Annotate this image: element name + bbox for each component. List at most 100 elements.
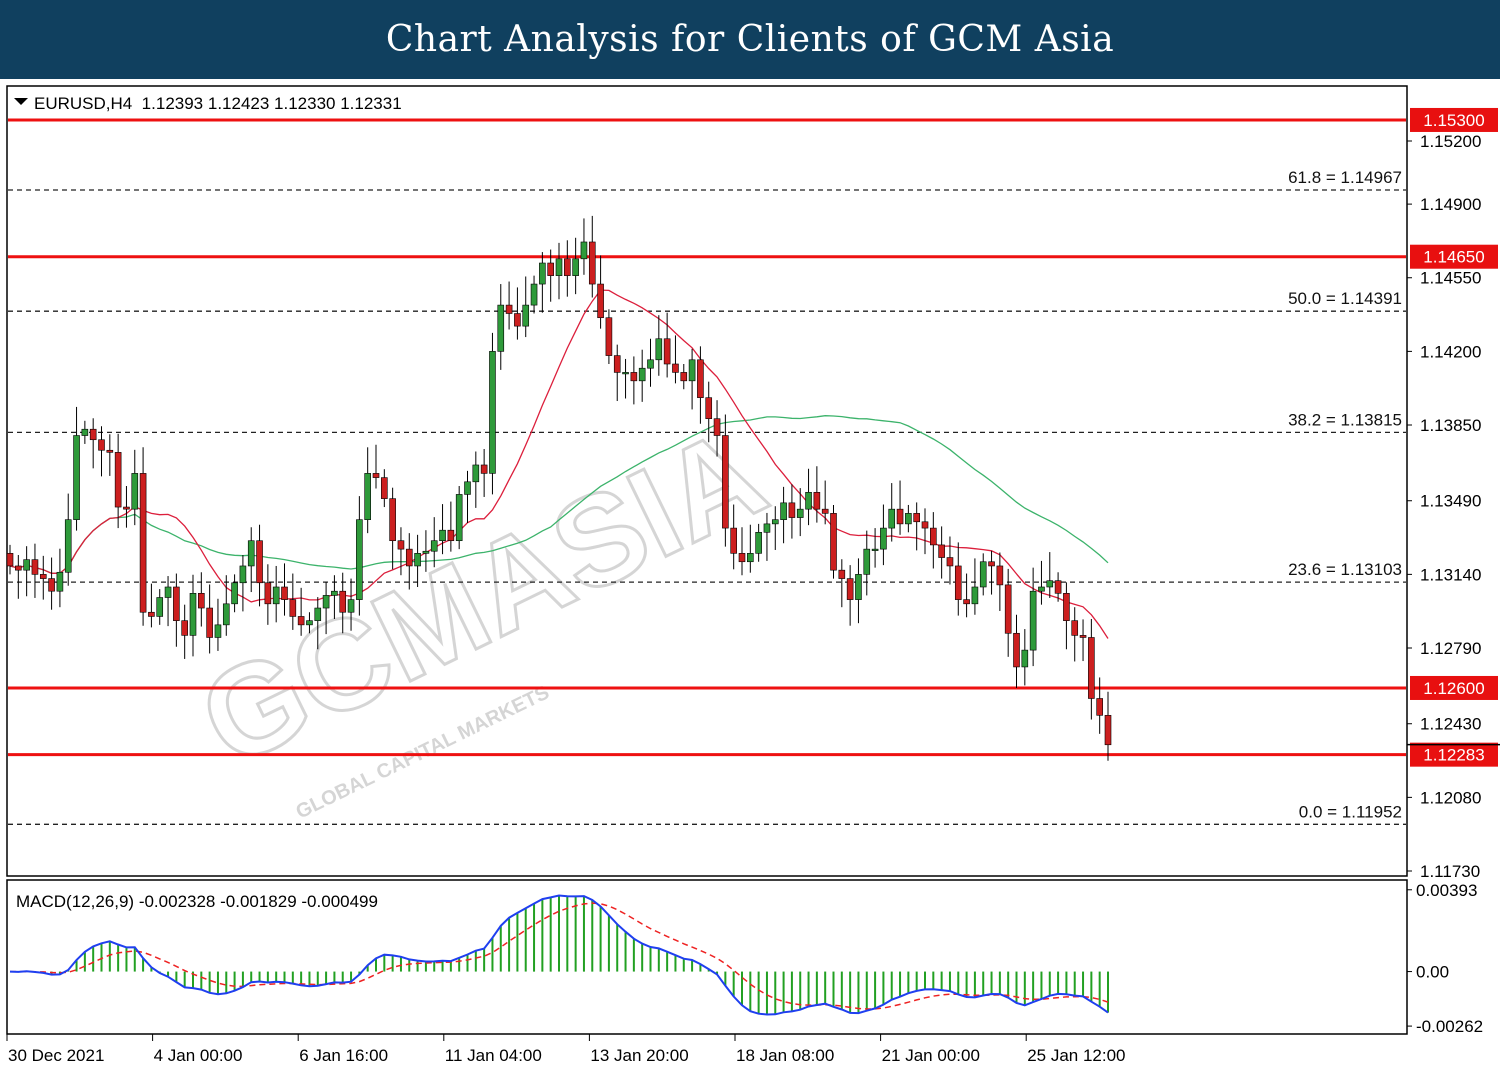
candle-body[interactable] [247,540,255,567]
candle-body[interactable] [1046,580,1054,588]
candle-body[interactable] [688,359,696,382]
candle-body[interactable] [39,574,47,579]
candle-body[interactable] [605,317,613,356]
candle-body[interactable] [830,513,837,571]
candle-body[interactable] [763,523,771,533]
candle-body[interactable] [564,258,571,276]
candle-body[interactable] [1013,632,1020,668]
candle-body[interactable] [613,355,621,373]
candle-body[interactable] [89,428,97,441]
candle-body[interactable] [996,565,1004,586]
candle-body[interactable] [1021,649,1029,668]
candle-body[interactable] [181,620,188,636]
candle-body[interactable] [713,418,721,436]
candle-body[interactable] [480,464,488,474]
candle-body[interactable] [871,548,879,551]
candle-body[interactable] [347,599,355,613]
candle-body[interactable] [896,508,904,525]
candle-body[interactable] [938,544,945,558]
candle-body[interactable] [15,565,22,571]
candle-body[interactable] [331,590,338,596]
candle-body[interactable] [730,527,737,554]
macd-panel[interactable] [6,879,1408,1035]
candle-body[interactable] [31,559,39,575]
candle-body[interactable] [963,599,970,605]
candle-body[interactable] [256,540,263,584]
candle-body[interactable] [289,599,297,617]
candle-body[interactable] [1079,635,1087,638]
candle-body[interactable] [647,359,654,369]
candle-body[interactable] [497,304,505,352]
candle-body[interactable] [131,473,139,510]
candle-body[interactable] [722,435,729,529]
candle-body[interactable] [1038,586,1045,592]
candle-body[interactable] [522,304,530,327]
candle-body[interactable] [755,531,762,554]
candle-body[interactable] [339,590,347,613]
candle-body[interactable] [747,553,754,563]
candle-body[interactable] [297,616,305,626]
candle-body[interactable] [572,258,579,276]
candle-body[interactable] [414,553,421,567]
candle-body[interactable] [389,498,396,542]
candle-body[interactable] [771,519,779,525]
candle-body[interactable] [930,527,937,546]
candle-body[interactable] [680,372,688,382]
candle-body[interactable] [164,586,172,598]
candle-body[interactable] [580,241,588,260]
candle-body[interactable] [805,492,812,510]
candle-body[interactable] [630,372,638,382]
price-panel[interactable] [6,85,1408,877]
candle-body[interactable] [855,574,862,600]
candle-body[interactable] [788,502,796,518]
candle-body[interactable] [198,593,205,609]
candle-body[interactable] [1063,593,1070,621]
candle-body[interactable] [264,582,272,605]
candle-body[interactable] [1004,584,1012,634]
candle-body[interactable] [306,620,313,626]
candle-body[interactable] [1054,580,1062,594]
candle-body[interactable] [397,540,405,550]
candle-body[interactable] [139,473,147,613]
candle-body[interactable] [796,508,804,518]
candle-body[interactable] [514,313,521,327]
candle-body[interactable] [6,553,14,567]
candle-body[interactable] [239,565,247,584]
candle-body[interactable] [663,338,671,365]
candle-body[interactable] [439,529,446,542]
candle-body[interactable] [1071,620,1079,636]
candle-body[interactable] [979,561,987,588]
candle-body[interactable] [372,473,380,478]
candle-body[interactable] [314,607,322,621]
candle-body[interactable] [73,435,80,520]
candle-body[interactable] [1096,698,1103,716]
candle-body[interactable] [588,241,596,285]
candle-body[interactable] [189,593,197,636]
candle-body[interactable] [447,529,455,542]
candle-body[interactable] [281,586,288,600]
candle-body[interactable] [1029,590,1037,651]
candle-body[interactable] [547,262,554,276]
candle-body[interactable] [114,452,122,508]
candle-body[interactable] [905,513,912,525]
candle-body[interactable] [381,477,388,499]
candle-body[interactable] [464,481,471,495]
candle-body[interactable] [430,540,438,552]
candle-body[interactable] [455,494,463,542]
candle-body[interactable] [813,492,821,510]
candle-body[interactable] [697,359,704,398]
candle-body[interactable] [913,513,920,523]
candle-body[interactable] [364,473,371,520]
candle-body[interactable] [98,439,105,451]
candle-body[interactable] [988,561,995,567]
candle-body[interactable] [123,506,130,510]
candle-body[interactable] [489,351,496,474]
candle-body[interactable] [472,464,480,483]
candle-body[interactable] [81,428,89,436]
candle-body[interactable] [64,519,72,573]
candle-body[interactable] [738,553,746,563]
candle-body[interactable] [622,372,629,375]
candle-body[interactable] [846,578,854,600]
candle-body[interactable] [206,607,213,638]
candle-body[interactable] [971,586,979,605]
